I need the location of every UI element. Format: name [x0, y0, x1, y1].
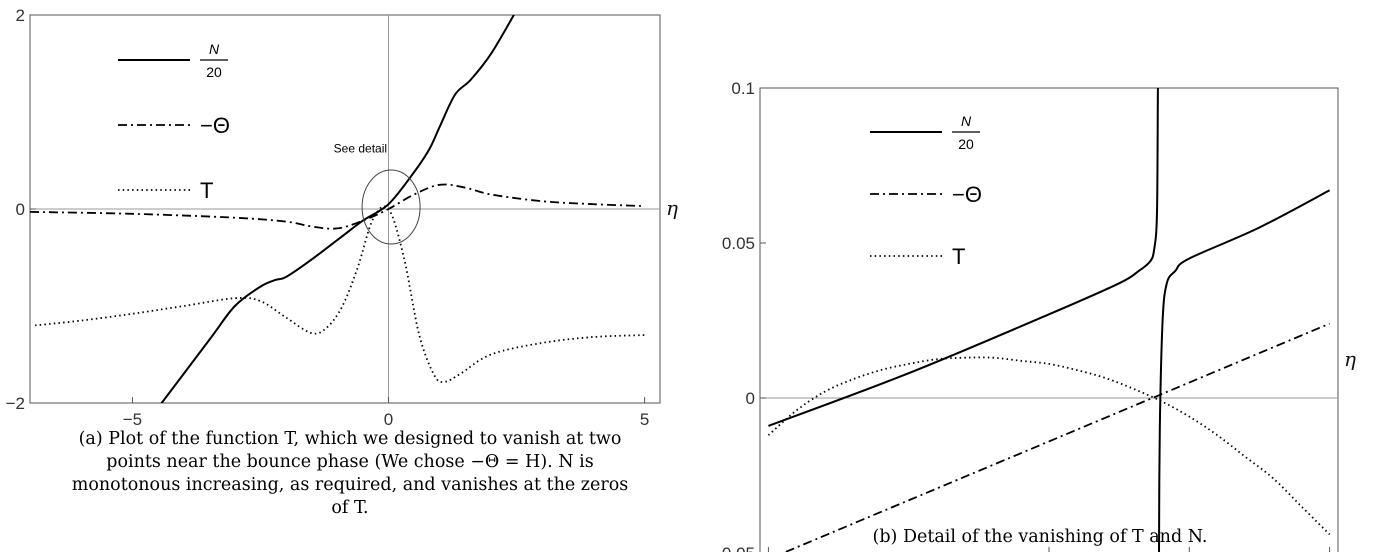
plot-b-legend-label: −Θ	[952, 182, 982, 207]
plot-a-y-tick-label: −2	[6, 394, 25, 413]
caption-left-line-1: (a) Plot of the function T, which we des…	[78, 429, 622, 449]
plot-a-x-tick-label: 0	[384, 410, 393, 429]
caption-left: (a) Plot of the function T, which we des…	[0, 428, 700, 520]
plot-b-y-tick-label: 0.1	[731, 79, 755, 98]
plot-a-legend-label-numerator: N	[209, 41, 220, 57]
plot-a-x-tick-label: −5	[123, 410, 142, 429]
plot-b-y-tick-label: 0.05	[722, 234, 755, 253]
caption-left-line-2: points near the bounce phase (We chose −…	[106, 452, 594, 472]
plot-a-series-dash-dot-line	[30, 183, 645, 230]
caption-left-line-3: monotonous increasing, as required, and …	[71, 475, 629, 495]
plot-b-series-dash-dot-line	[783, 322, 1330, 552]
plot-b-series-solid-line	[768, 88, 1159, 427]
caption-left-line-4: of T.	[331, 498, 369, 518]
plot-a-detail-circle	[361, 169, 421, 245]
plot-a-y-tick-label: 2	[16, 6, 25, 25]
plot-b-legend-label-denominator: 20	[958, 136, 974, 152]
plot-b-legend-label: T	[952, 244, 965, 269]
caption-right: (b) Detail of the vanishing of T and N.	[872, 527, 1208, 547]
plot-b-series-dotted-line	[767, 356, 1331, 536]
plot-a-y-tick-label: 0	[16, 200, 25, 219]
plot-b-frame	[759, 87, 1339, 552]
plot-a-series-solid-line	[160, 15, 515, 403]
plot-a-legend-label: T	[200, 178, 213, 203]
plot-b-y-tick-label: 0	[746, 389, 755, 408]
plot-a-legend-label-denominator: 20	[206, 64, 222, 80]
plot-a-x-tick-label: 5	[640, 410, 649, 429]
plot-a-legend-label: −Θ	[200, 113, 230, 138]
plot-b-series-solid-line	[1158, 189, 1331, 552]
plot-a-detail-annotation: See detail	[334, 142, 387, 156]
plot-a-x-axis-label: η	[666, 196, 678, 220]
plot-b-x-axis-label: η	[1344, 347, 1356, 371]
plot-b-y-tick-label: −0.05	[712, 544, 755, 552]
plot-a-series-dotted-line	[35, 205, 645, 383]
plot-b-legend-label-numerator: N	[961, 113, 972, 129]
